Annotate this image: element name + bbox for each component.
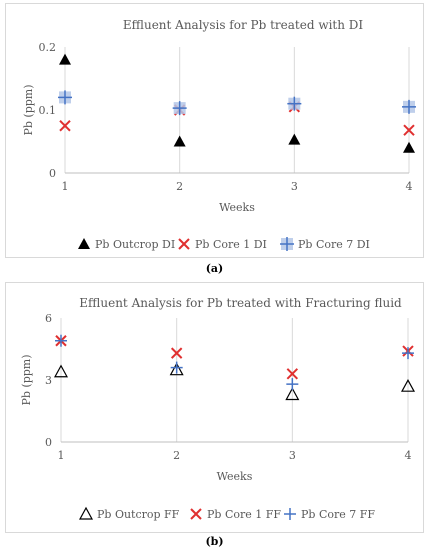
legend-entry: Pb Core 1 DI <box>195 238 267 251</box>
legend-entry: Pb Outcrop FF <box>97 508 180 521</box>
y-tick-label: 6 <box>45 312 52 325</box>
y-tick-label: 0 <box>49 167 56 180</box>
data-point-series-1 <box>288 133 301 145</box>
data-point-series-3 <box>286 378 299 391</box>
x-axis-label: Weeks <box>219 201 255 214</box>
legend-entry: Pb Core 1 FF <box>207 508 281 521</box>
chart-title: Effluent Analysis for Pb treated with Fr… <box>79 296 402 310</box>
y-tick-label: 0 <box>45 436 52 449</box>
y-tick-label: 0.1 <box>39 104 57 117</box>
data-point-series-1 <box>59 53 71 65</box>
data-point-series-2 <box>403 124 415 136</box>
data-point-series-3 <box>170 361 183 374</box>
legend-entry: Pb Core 7 FF <box>301 508 375 521</box>
data-point-series-2 <box>59 120 71 132</box>
y-axis-label: Pb (ppm) <box>22 84 35 135</box>
caption-a: (a) <box>205 262 224 275</box>
x-tick-label: 3 <box>291 180 298 193</box>
x-tick-label: 1 <box>62 180 69 193</box>
data-point-series-3 <box>402 347 414 360</box>
data-point-series-1 <box>53 364 69 378</box>
y-tick-label: 0.2 <box>39 41 57 54</box>
data-point-series-3 <box>58 90 72 105</box>
chart-b: Effluent Analysis for Pb treated with Fr… <box>20 296 416 521</box>
caption-b: (b) <box>205 535 224 548</box>
data-point-series-2 <box>286 368 299 380</box>
data-point-series-1 <box>403 141 415 153</box>
legend-marker <box>280 237 294 251</box>
x-tick-label: 4 <box>406 180 413 193</box>
y-axis-label: Pb (ppm) <box>20 354 33 405</box>
x-tick-label: 4 <box>405 449 412 462</box>
data-point-series-1 <box>285 387 300 401</box>
data-point-series-1 <box>173 135 186 147</box>
x-tick-label: 2 <box>173 449 180 462</box>
legend-entry: Pb Outcrop DI <box>95 238 175 251</box>
legend-marker <box>178 238 190 250</box>
x-tick-label: 3 <box>289 449 296 462</box>
legend-entry: Pb Core 7 DI <box>298 238 370 251</box>
data-point-series-2 <box>170 347 183 359</box>
x-tick-label: 1 <box>58 449 65 462</box>
data-point-series-3 <box>402 99 416 114</box>
legend-marker <box>78 506 94 520</box>
x-tick-label: 2 <box>176 180 183 193</box>
data-point-series-3 <box>287 96 302 111</box>
chart-a: Effluent Analysis for Pb treated with DI… <box>22 18 416 251</box>
legend-marker <box>284 508 296 520</box>
legend-marker <box>190 508 202 520</box>
y-tick-label: 3 <box>45 374 52 387</box>
data-point-series-1 <box>400 378 416 392</box>
legend-marker <box>78 238 90 249</box>
data-point-series-3 <box>55 334 67 347</box>
data-point-series-3 <box>172 101 187 116</box>
data-point-series-1 <box>169 362 184 376</box>
chart-panel-a: Effluent Analysis for Pb treated with DI… <box>5 3 424 258</box>
chart-title: Effluent Analysis for Pb treated with DI <box>123 18 364 32</box>
x-axis-label: Weeks <box>217 470 253 483</box>
chart-panel-b: Effluent Analysis for Pb treated with Fr… <box>5 282 424 533</box>
